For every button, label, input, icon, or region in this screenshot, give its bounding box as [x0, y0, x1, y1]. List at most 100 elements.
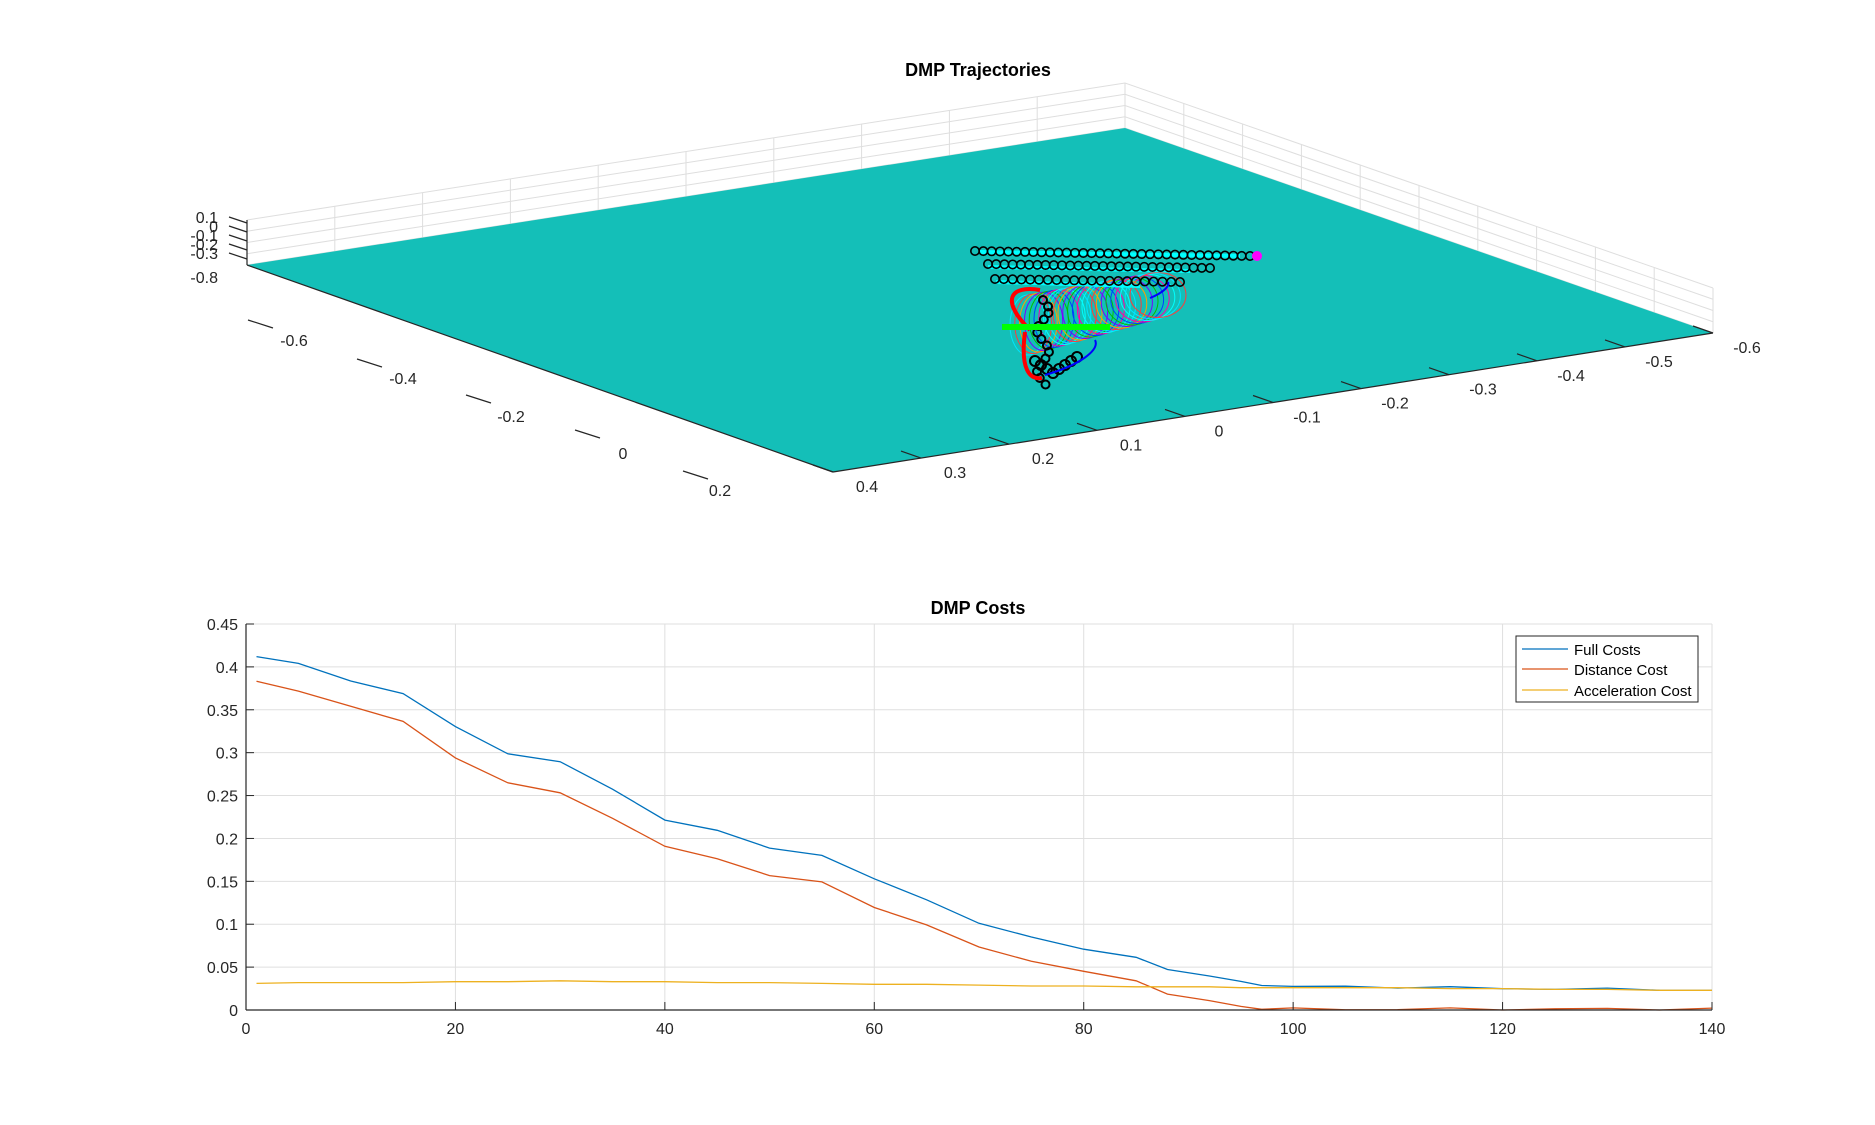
x-tick-label: 120 — [1489, 1021, 1516, 1038]
x-tick-label: -0.2 — [1381, 396, 1409, 413]
x-tick — [1164, 408, 1186, 417]
x-tick-label: 40 — [656, 1021, 674, 1038]
y-tick-label: -0.6 — [280, 333, 308, 350]
y-tick-label: 0.25 — [207, 789, 238, 806]
legend-label-full-costs: Full Costs — [1574, 642, 1641, 659]
z-tick-label: -0.1 — [190, 228, 218, 245]
cost-ticks: 0 20 40 60 80 100 120 140 0 0.05 0.1 0.15 0.2 0.25 0.3… — [207, 617, 1726, 1038]
x-tick-label: 80 — [1075, 1021, 1093, 1038]
x-tick-label: 0 — [1215, 423, 1224, 440]
x-tick-label: 60 — [865, 1021, 883, 1038]
trajectory-marker — [1036, 334, 1047, 344]
trajectory-marker — [1038, 314, 1049, 325]
legend-label-distance-cost: Distance Cost — [1574, 662, 1668, 679]
z-tick-label: 0 — [209, 219, 218, 236]
y-tick-label: 0.35 — [207, 703, 238, 720]
cost-lines — [256, 655, 1713, 1011]
trajectory-path — [1044, 281, 1170, 376]
x-tick-label: 100 — [1280, 1021, 1307, 1038]
x-tick — [900, 450, 922, 459]
z-tick-label: -0.8 — [190, 270, 218, 287]
x-tick-label: 0.1 — [1120, 437, 1142, 454]
y-tick-label: -0.2 — [497, 409, 525, 426]
y-tick-label: 0.15 — [207, 874, 238, 891]
trajectories-plot: DMP Trajectories 0.40.30.20.10-0.1-0.2-0… — [190, 60, 1760, 500]
x-tick — [1604, 339, 1626, 348]
z-tick — [228, 252, 248, 260]
z-tick — [228, 234, 248, 242]
costs-plot: DMP Costs 0 20 40 60 80 100 120 140 0 0.05 0.1 0.15… — [207, 598, 1726, 1038]
trajectories-title: DMP Trajectories — [905, 60, 1051, 80]
z-tick-label: -0.3 — [190, 246, 218, 263]
x-tick-label: -0.5 — [1645, 354, 1673, 371]
grid-3d — [246, 82, 1714, 334]
grid-line — [246, 104, 1714, 311]
x-tick — [1340, 381, 1362, 390]
y-tick — [682, 470, 709, 480]
trajectory-loop — [1124, 272, 1181, 320]
trajectory-bundle — [969, 246, 1262, 390]
surface-plane — [247, 128, 1713, 472]
z-tick — [228, 225, 248, 233]
grid-line — [246, 93, 1714, 300]
trajectory-marker — [1043, 301, 1054, 312]
x-tick-label: -0.6 — [1733, 340, 1761, 357]
series-line-acceleration-cost — [256, 980, 1712, 991]
x-tick-label: 0.4 — [856, 479, 878, 496]
trajectory-marker — [1040, 379, 1051, 390]
x-tick-label: 0.2 — [1032, 451, 1054, 468]
x-tick-label: 0.3 — [944, 465, 966, 482]
trajectory-row — [979, 250, 1241, 258]
series-line-distance-cost — [256, 680, 1713, 1011]
legend-label-acceleration-cost: Acceleration Cost — [1574, 683, 1692, 700]
y-tick-label: 0.05 — [207, 960, 238, 977]
z-tick-label: -0.2 — [190, 237, 218, 254]
trajectory-path — [1009, 287, 1043, 381]
x-tick-label: 0 — [242, 1021, 251, 1038]
x-tick — [988, 436, 1010, 445]
y-tick-label: 0.4 — [216, 660, 238, 677]
y-tick-label: 0.2 — [216, 831, 238, 848]
x-tick-label: 20 — [447, 1021, 465, 1038]
y-tick — [247, 319, 274, 329]
y-tick-label: -0.4 — [389, 371, 417, 388]
x-tick — [1428, 367, 1450, 376]
legend: Full Costs Distance Cost Acceleration Co… — [1515, 635, 1699, 703]
trajectory-marker — [1205, 262, 1216, 273]
y-tick-label: 0 — [619, 446, 628, 463]
z-tick — [228, 243, 248, 251]
y-tick — [356, 358, 383, 368]
x-tick-label: -0.4 — [1557, 368, 1585, 385]
y-tick-label: 0 — [229, 1003, 238, 1020]
x-tick — [1516, 353, 1538, 362]
cost-axes — [245, 624, 1712, 1011]
y-tick-label: 0.1 — [216, 917, 238, 934]
costs-title: DMP Costs — [931, 598, 1026, 618]
trajectory-marker — [1038, 295, 1048, 305]
grid-line — [246, 82, 1714, 289]
x-tick-label: -0.3 — [1469, 382, 1497, 399]
y-tick-label: 0.2 — [709, 483, 731, 500]
z-tick-label: 0.1 — [196, 210, 218, 227]
trajectory-loop — [1129, 272, 1187, 318]
x-tick — [1692, 325, 1714, 334]
x-tick — [1076, 422, 1098, 431]
y-tick-label: 0.3 — [216, 746, 238, 763]
y-tick — [465, 394, 492, 404]
x-tick — [812, 464, 834, 473]
y-tick — [574, 429, 601, 439]
trajectory-marker — [1175, 276, 1186, 287]
ticks-3d: 0.40.30.20.10-0.1-0.2-0.3-0.4-0.5-0.60.2… — [190, 210, 1760, 500]
series-line-full-costs — [256, 655, 1713, 992]
x-tick — [1252, 394, 1274, 404]
grid-line — [246, 116, 1714, 323]
y-tick-label: 0.45 — [207, 617, 238, 634]
x-tick-label: 140 — [1699, 1021, 1726, 1038]
y-axis-line — [246, 264, 834, 473]
z-tick — [228, 216, 248, 224]
plot-area — [246, 624, 1712, 1010]
trajectory-marker — [1043, 308, 1054, 318]
trajectory-endpoint — [1252, 251, 1262, 261]
x-tick-label: -0.1 — [1293, 410, 1321, 427]
